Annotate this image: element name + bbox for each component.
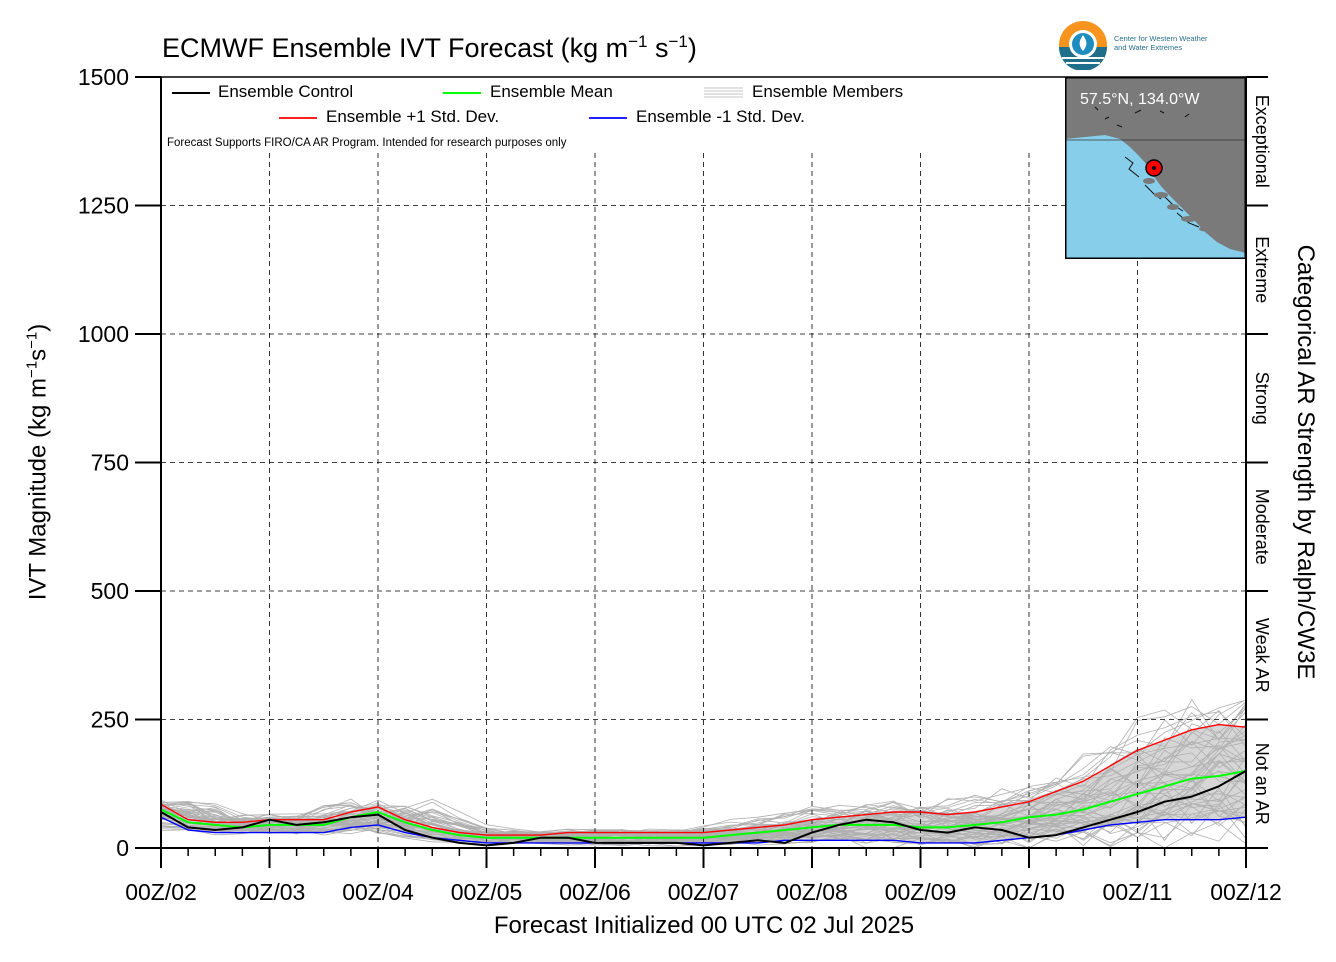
y-tick-label: 1250 xyxy=(78,193,129,219)
x-tick-label: 00Z/09 xyxy=(885,879,957,905)
ensemble-member-line xyxy=(161,730,1246,838)
category-label: Strong xyxy=(1252,372,1272,425)
category-label: Not an AR xyxy=(1252,743,1272,825)
x-axis-title: Forecast Initialized 00 UTC 02 Jul 2025 xyxy=(493,912,915,939)
legend-mean-label: Ensemble Mean xyxy=(490,82,613,101)
ensemble-member-line xyxy=(161,803,1246,847)
grid-lines xyxy=(161,153,1246,848)
x-tick-label: 00Z/11 xyxy=(1103,879,1173,905)
x-tick-label: 00Z/03 xyxy=(234,879,306,905)
legend-minus-sd-label: Ensemble -1 Std. Dev. xyxy=(636,107,805,126)
ensemble-member-line xyxy=(161,757,1246,840)
control-line xyxy=(161,769,1246,847)
chart-title: ECMWF Ensemble IVT Forecast (kg m−1 s−1) xyxy=(162,32,697,63)
y-tick-label: 500 xyxy=(91,578,129,604)
legend-plus-sd-label: Ensemble +1 Std. Dev. xyxy=(326,107,500,126)
ensemble-member-line xyxy=(161,767,1246,843)
ensemble-member-line xyxy=(161,706,1246,835)
ensemble-member-line xyxy=(161,774,1246,843)
ensemble-member-line xyxy=(161,741,1246,837)
legend-control-label: Ensemble Control xyxy=(218,82,354,101)
ensemble-member-line xyxy=(161,803,1246,844)
cw3e-logo: Center for Western Weather and Water Extr… xyxy=(1058,20,1268,71)
cw3e-logo-icon xyxy=(1059,21,1107,71)
x-tick-label: 00Z/08 xyxy=(776,879,848,905)
y-tick-label: 1500 xyxy=(78,64,129,90)
category-label: Extreme xyxy=(1252,236,1272,303)
ar-category-axis: Not an AR Weak AR Moderate Strong Extreme Exc… xyxy=(1246,76,1272,849)
plus-sd-line xyxy=(161,723,1246,836)
location-inset-map xyxy=(1065,77,1246,259)
x-tick-label: 00Z/06 xyxy=(559,879,631,905)
x-tick-label: 00Z/12 xyxy=(1210,879,1282,905)
category-label: Moderate xyxy=(1252,489,1272,565)
category-label: Exceptional xyxy=(1252,95,1272,188)
minus-sd-line xyxy=(161,816,1246,844)
y-tick-label: 250 xyxy=(91,707,129,733)
ensemble-member-line xyxy=(161,741,1246,839)
x-tick-label: 00Z/04 xyxy=(342,879,414,905)
legend-members-label: Ensemble Members xyxy=(752,82,904,101)
ensemble-member-line xyxy=(161,755,1246,842)
disclaimer-text: Forecast Supports FIRO/CA AR Program. In… xyxy=(167,137,567,149)
mean-line xyxy=(161,769,1246,839)
legend-swatches xyxy=(172,87,743,119)
y-tick-label: 1000 xyxy=(78,321,129,347)
ensemble-member-line xyxy=(161,771,1246,840)
series-lines xyxy=(161,723,1246,847)
category-label: Weak AR xyxy=(1252,618,1272,693)
x-tick-label: 00Z/07 xyxy=(668,879,740,905)
ensemble-member-line xyxy=(161,711,1246,835)
logo-text: Center for Western Weather and Water Extr… xyxy=(1114,34,1208,52)
x-axis: 00Z/02 00Z/03 00Z/04 00Z/05 00Z/06 00Z/07 00Z/… xyxy=(125,848,1282,905)
x-tick-label: 00Z/02 xyxy=(125,879,197,905)
inset-location-label: 57.5°N, 134.0°W xyxy=(1080,91,1200,108)
x-tick-label: 00Z/05 xyxy=(451,879,523,905)
right-axis-title: Categorical AR Strength by Ralph/CW3E xyxy=(1292,244,1319,680)
ensemble-member-line xyxy=(161,734,1246,838)
y-axis-title: IVT Magnitude (kg m−1s−1) xyxy=(23,323,52,601)
y-tick-label: 0 xyxy=(116,835,129,861)
x-tick-label: 00Z/10 xyxy=(993,879,1065,905)
y-tick-label: 750 xyxy=(91,450,129,476)
y-axis: 0 250 500 750 1000 1250 1500 xyxy=(78,64,161,861)
